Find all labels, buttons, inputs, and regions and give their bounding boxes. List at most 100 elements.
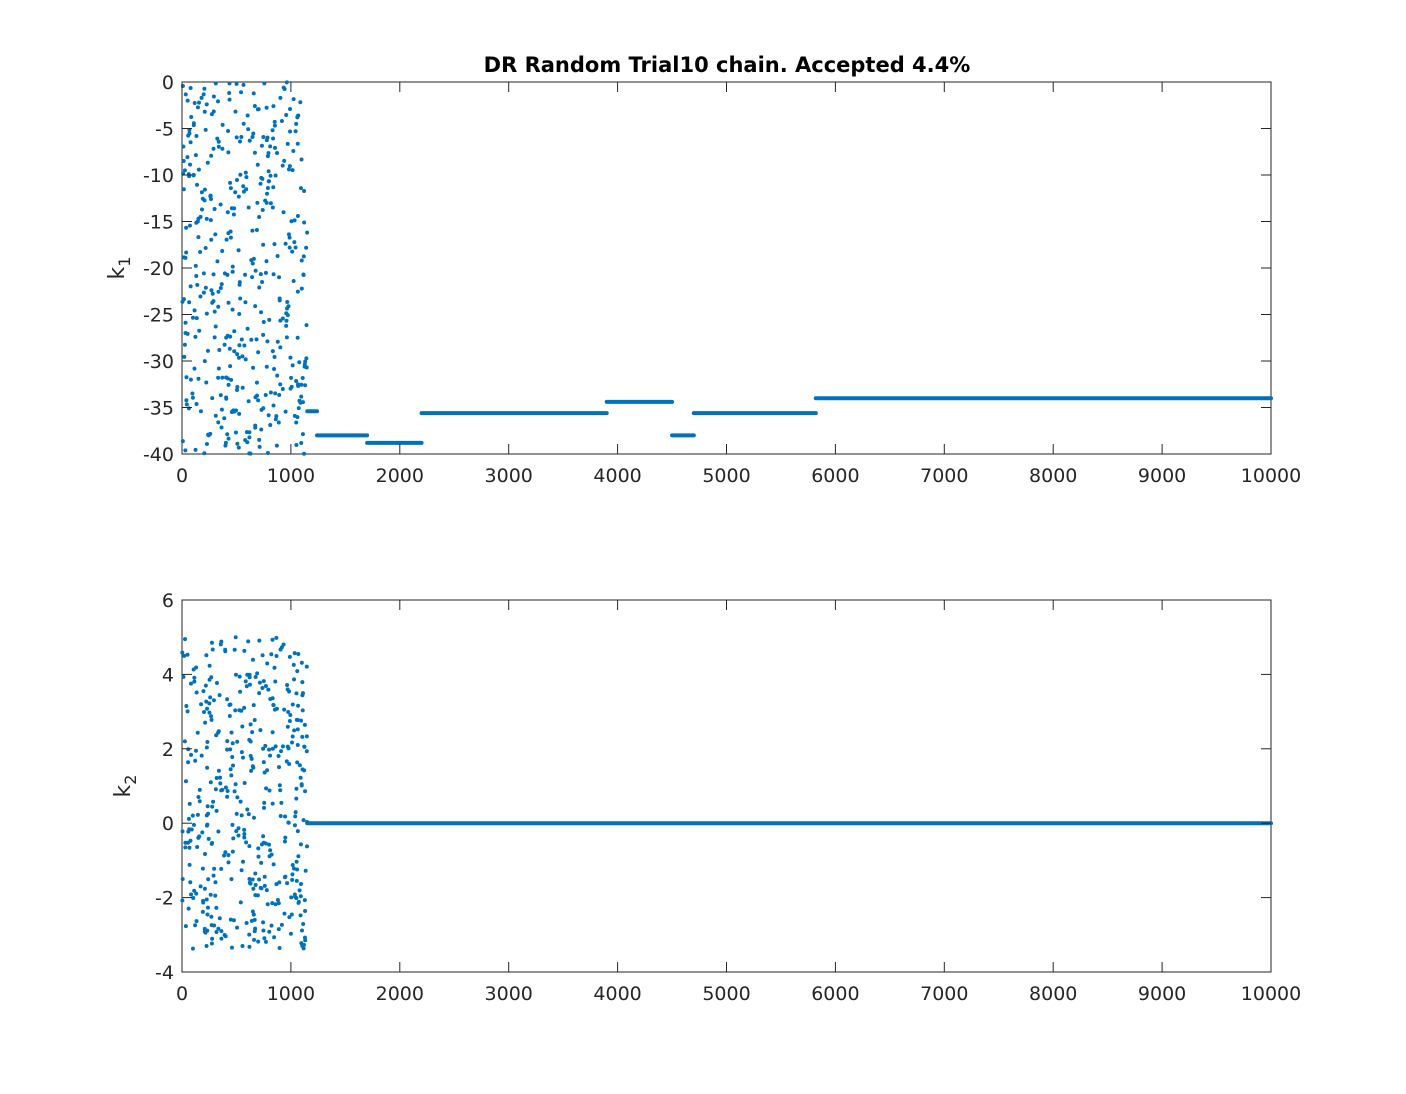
x-tick-label: 9000 <box>1138 465 1186 487</box>
data-point <box>216 729 221 734</box>
data-point <box>282 911 287 916</box>
data-point <box>230 264 235 269</box>
data-point <box>253 674 258 679</box>
data-point <box>261 135 266 140</box>
data-point <box>230 849 235 854</box>
data-point <box>288 129 293 134</box>
data-point <box>290 740 295 745</box>
data-point <box>289 895 294 900</box>
data-point <box>287 235 292 240</box>
data-point <box>261 319 266 324</box>
data-point <box>183 320 188 325</box>
data-point <box>184 250 189 255</box>
data-point <box>184 398 189 403</box>
data-point <box>200 196 205 201</box>
data-point <box>299 258 304 263</box>
data-point <box>218 393 223 398</box>
data-point <box>261 242 266 247</box>
data-point <box>209 640 214 645</box>
data-point <box>290 734 295 739</box>
data-point <box>238 296 243 301</box>
data-point <box>262 874 267 879</box>
data-point <box>215 259 220 264</box>
data-point <box>282 839 287 844</box>
data-point <box>277 880 282 885</box>
data-point <box>219 282 224 287</box>
data-point <box>290 168 295 173</box>
data-point <box>228 235 233 240</box>
data-point <box>215 136 220 141</box>
data-point <box>230 822 235 827</box>
data-point <box>207 701 212 706</box>
data-point <box>225 210 230 215</box>
data-point <box>291 97 296 102</box>
data-point <box>210 396 215 401</box>
data-point <box>237 311 242 316</box>
data-point <box>274 653 279 658</box>
data-point <box>184 225 189 230</box>
data-point <box>299 382 304 387</box>
data-point <box>277 392 282 397</box>
data-point <box>293 814 298 819</box>
data-point <box>209 914 214 919</box>
data-point <box>263 841 268 846</box>
data-point <box>289 384 294 389</box>
y-tick-label: 0 <box>162 72 174 94</box>
data-point <box>276 927 281 932</box>
data-point <box>285 687 290 692</box>
data-point <box>249 768 254 773</box>
data-point <box>201 92 206 97</box>
data-point <box>250 730 255 735</box>
data-point <box>256 398 261 403</box>
data-point <box>184 375 189 380</box>
data-point <box>292 892 297 897</box>
data-point <box>205 804 210 809</box>
data-point <box>209 717 214 722</box>
data-point <box>195 219 200 224</box>
data-point <box>192 888 197 893</box>
data-point <box>195 182 200 187</box>
data-point <box>270 128 275 133</box>
data-point <box>191 667 196 672</box>
data-point <box>226 129 231 134</box>
data-point <box>243 679 248 684</box>
data-point <box>214 808 219 813</box>
data-point <box>183 448 188 453</box>
data-point <box>257 680 262 685</box>
data-point <box>260 653 265 658</box>
data-point <box>236 445 241 450</box>
data-point <box>265 768 270 773</box>
data-point <box>292 823 297 828</box>
data-point <box>301 818 306 823</box>
data-point <box>240 354 245 359</box>
data-point <box>261 928 266 933</box>
data-point <box>246 127 251 132</box>
data-point <box>245 807 250 812</box>
data-point <box>213 880 218 885</box>
data-point <box>184 402 189 407</box>
data-point <box>298 400 303 405</box>
data-point <box>207 710 212 715</box>
data-point <box>266 687 271 692</box>
data-point <box>196 235 201 240</box>
data-point <box>251 703 256 708</box>
data-point <box>298 775 303 780</box>
data-point <box>212 309 217 314</box>
y-tick-label: -25 <box>143 305 174 327</box>
data-point <box>228 747 233 752</box>
data-point <box>192 366 197 371</box>
data-point <box>295 669 300 674</box>
data-point <box>223 934 228 939</box>
data-point <box>195 282 200 287</box>
data-point <box>216 139 221 144</box>
data-point <box>272 935 277 940</box>
data-point <box>294 859 299 864</box>
data-point <box>204 823 209 828</box>
data-point <box>244 430 249 435</box>
data-point <box>186 816 191 821</box>
data-point <box>273 173 278 178</box>
data-point <box>245 326 250 331</box>
data-point <box>278 647 283 652</box>
data-point <box>274 882 279 887</box>
data-point <box>301 254 306 259</box>
